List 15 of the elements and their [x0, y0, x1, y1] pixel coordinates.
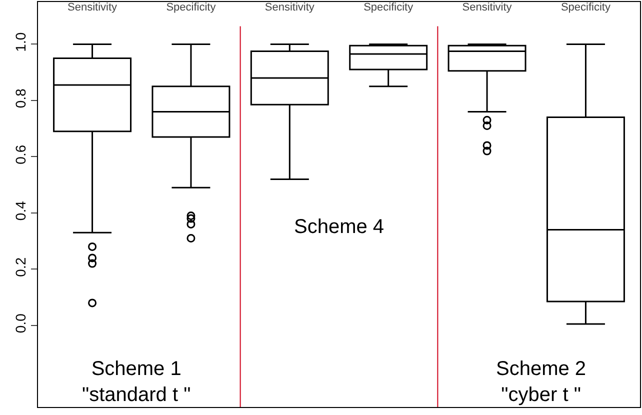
x-tick-label: Specificity — [560, 2, 611, 14]
y-tick-label: 1.0 — [12, 32, 28, 52]
y-tick-label: 0.0 — [12, 313, 28, 334]
y-tick-label: 0.4 — [12, 200, 28, 221]
annotation: Scheme 4 — [294, 216, 384, 238]
y-tick-label: 0.8 — [12, 88, 28, 108]
annotation: Scheme 1 "standard t " — [82, 358, 191, 406]
y-tick-label: 0.2 — [12, 257, 28, 277]
x-tick-label: Sensitivity — [462, 2, 512, 14]
x-tick-label: Sensitivity — [68, 2, 118, 14]
x-tick-label: Specificity — [166, 2, 216, 14]
annotation: Scheme 2 "cyber t " — [496, 358, 586, 406]
x-tick-label: Sensitivity — [264, 2, 315, 14]
y-tick-label: 0.6 — [12, 144, 28, 164]
x-tick-label: Specificity — [364, 2, 414, 14]
